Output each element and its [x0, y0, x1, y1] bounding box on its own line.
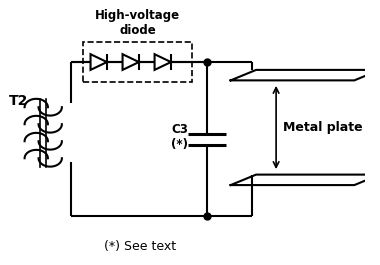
Polygon shape	[123, 54, 139, 70]
Polygon shape	[90, 54, 107, 70]
Text: Metal plate: Metal plate	[283, 121, 363, 134]
Text: (*) See text: (*) See text	[104, 240, 176, 253]
Text: C3
(*): C3 (*)	[171, 123, 188, 151]
Text: T2: T2	[9, 94, 28, 108]
Text: High-voltage
diode: High-voltage diode	[95, 9, 180, 37]
Polygon shape	[155, 54, 171, 70]
Bar	[83, 42, 192, 82]
